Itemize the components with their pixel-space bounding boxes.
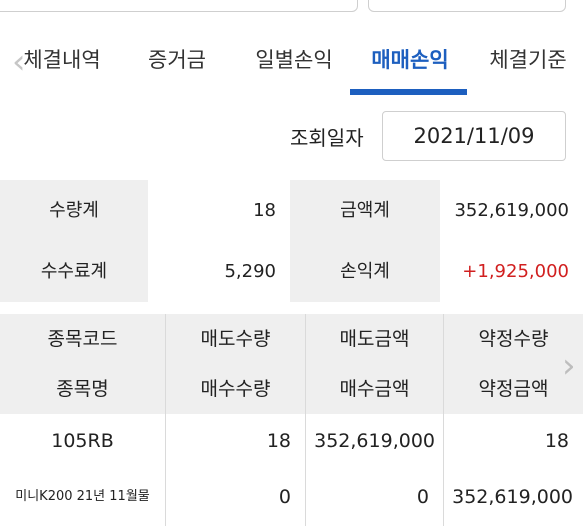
fee-total-value: 5,290: [148, 241, 290, 302]
qty-total-value: 18: [148, 180, 290, 241]
top-select-secondary[interactable]: [368, 0, 566, 12]
table-row[interactable]: 미니K200 21년 11월물 0 0 352,619,000: [0, 468, 583, 526]
chevron-left-icon[interactable]: ‹: [12, 42, 26, 82]
summary-row: 수수료계 5,290 손익계 +1,925,000: [0, 241, 583, 303]
cell-sell-amount: 352,619,000: [306, 414, 444, 468]
col-header-sell-qty: 매도수량: [166, 314, 306, 364]
fee-total-label: 수수료계: [0, 241, 148, 302]
pnl-total-value: +1,925,000: [440, 241, 583, 302]
tab-bar: ‹ 체결내역 증거금 일별손익 매매손익 체결기준: [0, 22, 583, 97]
col-header-name: 종목명: [0, 364, 166, 414]
tab-trading-pnl[interactable]: 매매손익: [371, 48, 449, 72]
cell-contract-amount: 352,619,000: [444, 468, 583, 526]
table-row[interactable]: 105RB 18 352,619,000 18: [0, 414, 583, 469]
query-bar: 조회일자 2021/11/09: [0, 96, 583, 181]
cell-buy-qty: 0: [166, 468, 306, 526]
trade-table: 종목코드 매도수량 매도금액 약정수량 종목명 매수수량 매수금액 약정금액 1…: [0, 314, 583, 526]
cell-sell-qty: 18: [166, 414, 306, 468]
top-select-account[interactable]: [0, 0, 358, 12]
cell-code: 105RB: [0, 414, 166, 468]
table-header-row: 종목명 매수수량 매수금액 약정금액: [0, 364, 583, 415]
col-header-buy-amount: 매수금액: [306, 364, 444, 414]
amount-total-label: 금액계: [290, 180, 440, 241]
col-header-buy-qty: 매수수량: [166, 364, 306, 414]
tab-daily-pnl[interactable]: 일별손익: [255, 48, 333, 72]
query-date-field[interactable]: 2021/11/09: [382, 111, 566, 161]
col-header-contract-qty: 약정수량: [444, 314, 583, 364]
col-header-sell-amount: 매도금액: [306, 314, 444, 364]
tab-executions[interactable]: 체결내역: [23, 48, 101, 72]
cell-contract-qty: 18: [444, 414, 583, 468]
col-header-code: 종목코드: [0, 314, 166, 364]
cell-name: 미니K200 21년 11월물: [0, 468, 166, 526]
col-header-contract-amount: 약정금액: [444, 364, 583, 414]
chevron-right-icon[interactable]: ›: [562, 346, 576, 386]
qty-total-label: 수량계: [0, 180, 148, 241]
tab-margin[interactable]: 증거금: [148, 48, 206, 72]
summary-table: 수량계 18 금액계 352,619,000 수수료계 5,290 손익계 +1…: [0, 180, 583, 303]
active-tab-indicator: [350, 89, 467, 95]
tab-execution-basis[interactable]: 체결기준: [489, 48, 567, 72]
top-controls: [0, 0, 583, 22]
summary-row: 수량계 18 금액계 352,619,000: [0, 180, 583, 242]
amount-total-value: 352,619,000: [440, 180, 583, 241]
cell-buy-amount: 0: [306, 468, 444, 526]
table-header-row: 종목코드 매도수량 매도금액 약정수량: [0, 314, 583, 365]
query-date-label: 조회일자: [290, 126, 364, 150]
pnl-total-label: 손익계: [290, 241, 440, 302]
